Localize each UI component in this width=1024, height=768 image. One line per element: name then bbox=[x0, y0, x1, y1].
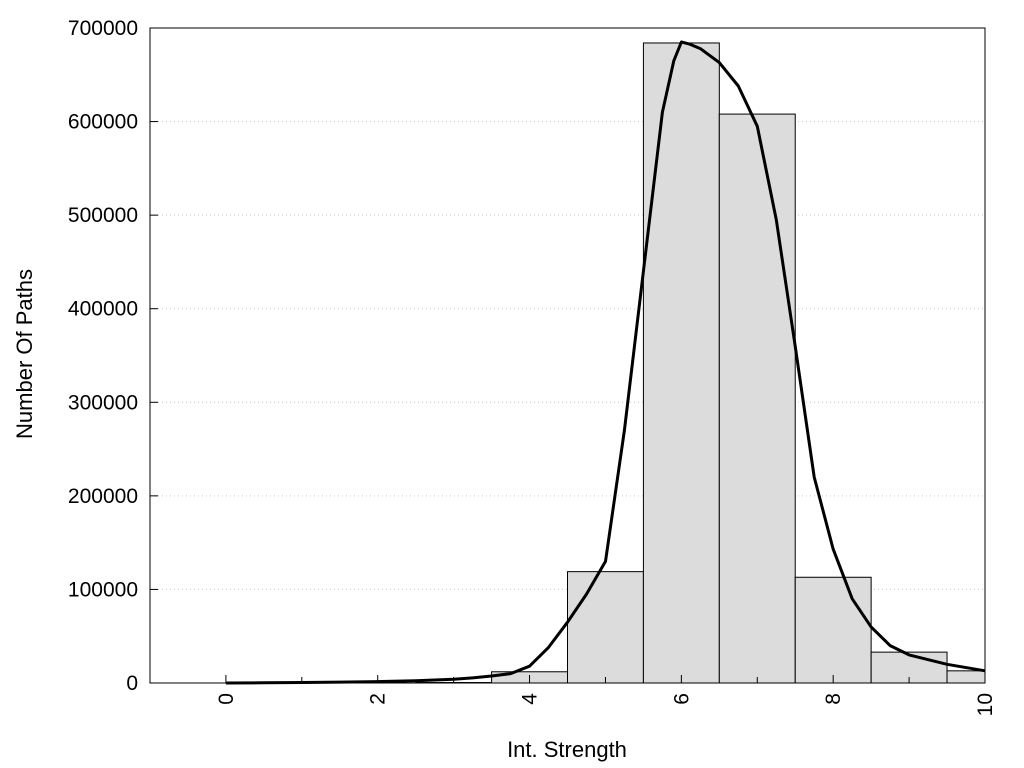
grid-lines bbox=[150, 121, 985, 590]
x-tick-label: 6 bbox=[670, 693, 693, 705]
x-tick-label: 2 bbox=[367, 693, 390, 705]
x-tick-label: 10 bbox=[974, 693, 997, 716]
bar bbox=[567, 571, 644, 684]
bars bbox=[415, 42, 986, 684]
x-tick-label: 8 bbox=[822, 693, 845, 705]
bar bbox=[794, 576, 872, 684]
y-tick-label: 300000 bbox=[68, 391, 138, 414]
y-tick-label: 600000 bbox=[68, 111, 138, 134]
y-tick-label: 200000 bbox=[68, 485, 138, 508]
bar bbox=[642, 42, 720, 684]
plot-frame bbox=[149, 27, 986, 684]
x-tick-label: 4 bbox=[519, 693, 542, 705]
x-axis-title: Int. Strength bbox=[507, 737, 627, 762]
y-axis-ticks: 0 100000 200000 300000 400000 500000 600000 700… bbox=[68, 17, 158, 695]
y-tick-label: 0 bbox=[126, 672, 138, 695]
fitted-curve bbox=[225, 40, 986, 685]
y-tick-label: 100000 bbox=[68, 578, 138, 601]
x-axis-ticks: 0 2 4 6 8 10 bbox=[215, 675, 997, 716]
bar bbox=[946, 670, 986, 684]
y-tick-label: 500000 bbox=[68, 204, 138, 227]
y-axis-title: Number Of Paths bbox=[12, 269, 37, 439]
y-tick-label: 700000 bbox=[68, 17, 138, 40]
curve-line bbox=[225, 40, 986, 685]
x-tick-label: 0 bbox=[215, 693, 238, 705]
bar bbox=[718, 113, 796, 684]
y-tick-label: 400000 bbox=[68, 298, 138, 321]
